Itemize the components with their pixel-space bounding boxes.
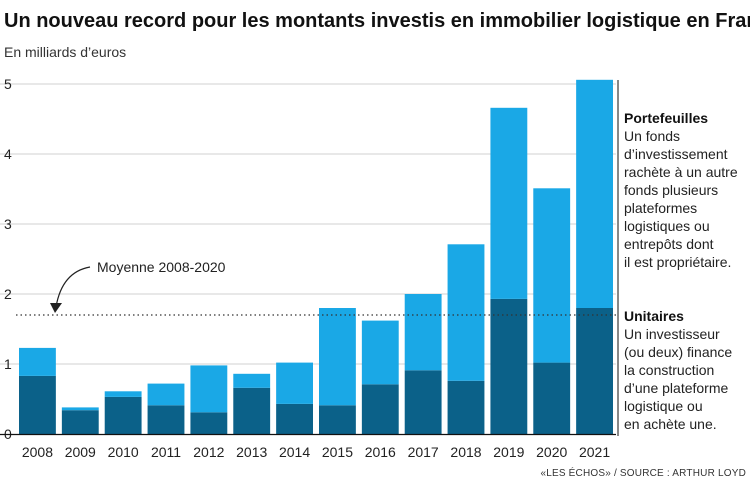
- legend-description-line: il est propriétaire.: [624, 254, 731, 270]
- bar-portefeuilles-2020: [533, 188, 571, 363]
- legend-description-line: Un fonds: [624, 128, 680, 144]
- legend-description-line: Un investisseur: [624, 326, 720, 342]
- legend-description-line: d’investissement: [624, 146, 728, 162]
- legend-description-line: d’une plateforme: [624, 380, 729, 396]
- bar-portefeuilles-2016: [361, 320, 399, 385]
- bar-portefeuilles-2008: [19, 347, 56, 376]
- x-tick-label-2020: 2020: [536, 444, 567, 460]
- bar-unitaires-2018: [447, 380, 485, 434]
- average-arrowhead: [50, 303, 62, 313]
- x-tick-label-2008: 2008: [22, 444, 53, 460]
- bar-portefeuilles-2021: [576, 79, 613, 308]
- bar-unitaires-2019: [490, 298, 528, 434]
- bar-portefeuilles-2015: [319, 308, 356, 406]
- bar-unitaires-2011: [147, 405, 185, 434]
- bar-portefeuilles-2017: [404, 294, 442, 371]
- bar-portefeuilles-2013: [233, 373, 271, 388]
- bar-unitaires-2010: [104, 396, 142, 434]
- x-tick-label-2016: 2016: [365, 444, 396, 460]
- x-tick-label-2010: 2010: [108, 444, 139, 460]
- bar-unitaires-2013: [233, 387, 271, 434]
- x-axis-tick-labels: 2008 2009 2010 2011 2012 2013 2014 2015 2016 2017…: [22, 444, 611, 460]
- bar-portefeuilles-2012: [190, 365, 228, 413]
- x-tick-label-2021: 2021: [579, 444, 610, 460]
- bar-portefeuilles-2010: [104, 391, 142, 397]
- x-tick-label-2013: 2013: [236, 444, 267, 460]
- x-tick-label-2011: 2011: [151, 444, 181, 460]
- bar-portefeuilles-2009: [61, 407, 99, 411]
- average-arrow: [55, 266, 91, 308]
- source-note: «LES ÉCHOS» / SOURCE : ARTHUR LOYD: [540, 466, 746, 479]
- legend-description-line: logistiques ou: [624, 218, 710, 234]
- x-tick-label-2009: 2009: [65, 444, 96, 460]
- legend-title-unitaires: Unitaires: [624, 308, 684, 324]
- bar-unitaires-2016: [361, 384, 399, 434]
- x-tick-label-2019: 2019: [493, 444, 524, 460]
- bar-unitaires-2009: [61, 410, 99, 434]
- x-tick-label-2014: 2014: [279, 444, 310, 460]
- bar-portefeuilles-2019: [490, 107, 528, 299]
- bar-portefeuilles-2018: [447, 244, 485, 381]
- y-axis-tick-labels: 012345: [4, 76, 12, 442]
- bar-unitaires-2020: [533, 362, 571, 434]
- legend-description-line: logistique ou: [624, 398, 703, 414]
- average-label: Moyenne 2008-2020: [97, 259, 226, 275]
- legend-description-line: plateformes: [624, 200, 697, 216]
- legend-description-line: rachète à un autre: [624, 164, 738, 180]
- x-tick-label-2015: 2015: [322, 444, 353, 460]
- y-tick-label-4: 4: [4, 146, 12, 162]
- chart-title: Un nouveau record pour les montants inve…: [4, 10, 750, 32]
- y-tick-label-2: 2: [4, 286, 12, 302]
- legend-description-line: fonds plusieurs: [624, 182, 718, 198]
- bars: [0, 79, 616, 436]
- legend-description-line: en achète une.: [624, 416, 717, 432]
- y-tick-label-1: 1: [4, 356, 12, 372]
- y-tick-label-3: 3: [4, 216, 12, 232]
- bar-unitaires-2012: [190, 412, 228, 434]
- x-tick-label-2018: 2018: [450, 444, 481, 460]
- chart-subtitle: En milliards d’euros: [4, 44, 126, 60]
- legend-description-line: la construction: [624, 362, 714, 378]
- legend-title-portefeuilles: Portefeuilles: [624, 110, 708, 126]
- y-tick-label-5: 5: [4, 76, 12, 92]
- legend-description-line: (ou deux) finance: [624, 344, 732, 360]
- bar-unitaires-2008: [19, 375, 56, 434]
- bar-unitaires-2015: [319, 405, 356, 434]
- bar-unitaires-2021: [576, 308, 613, 434]
- legend: Portefeuilles Un fonds d’investissement rac…: [624, 110, 738, 432]
- x-tick-label-2017: 2017: [408, 444, 439, 460]
- bar-portefeuilles-2014: [276, 362, 313, 404]
- x-tick-label-2012: 2012: [193, 444, 224, 460]
- bar-unitaires-2017: [404, 370, 442, 434]
- bar-unitaires-2014: [276, 403, 313, 434]
- bar-portefeuilles-2011: [147, 383, 185, 406]
- legend-description-line: entrepôts dont: [624, 236, 714, 252]
